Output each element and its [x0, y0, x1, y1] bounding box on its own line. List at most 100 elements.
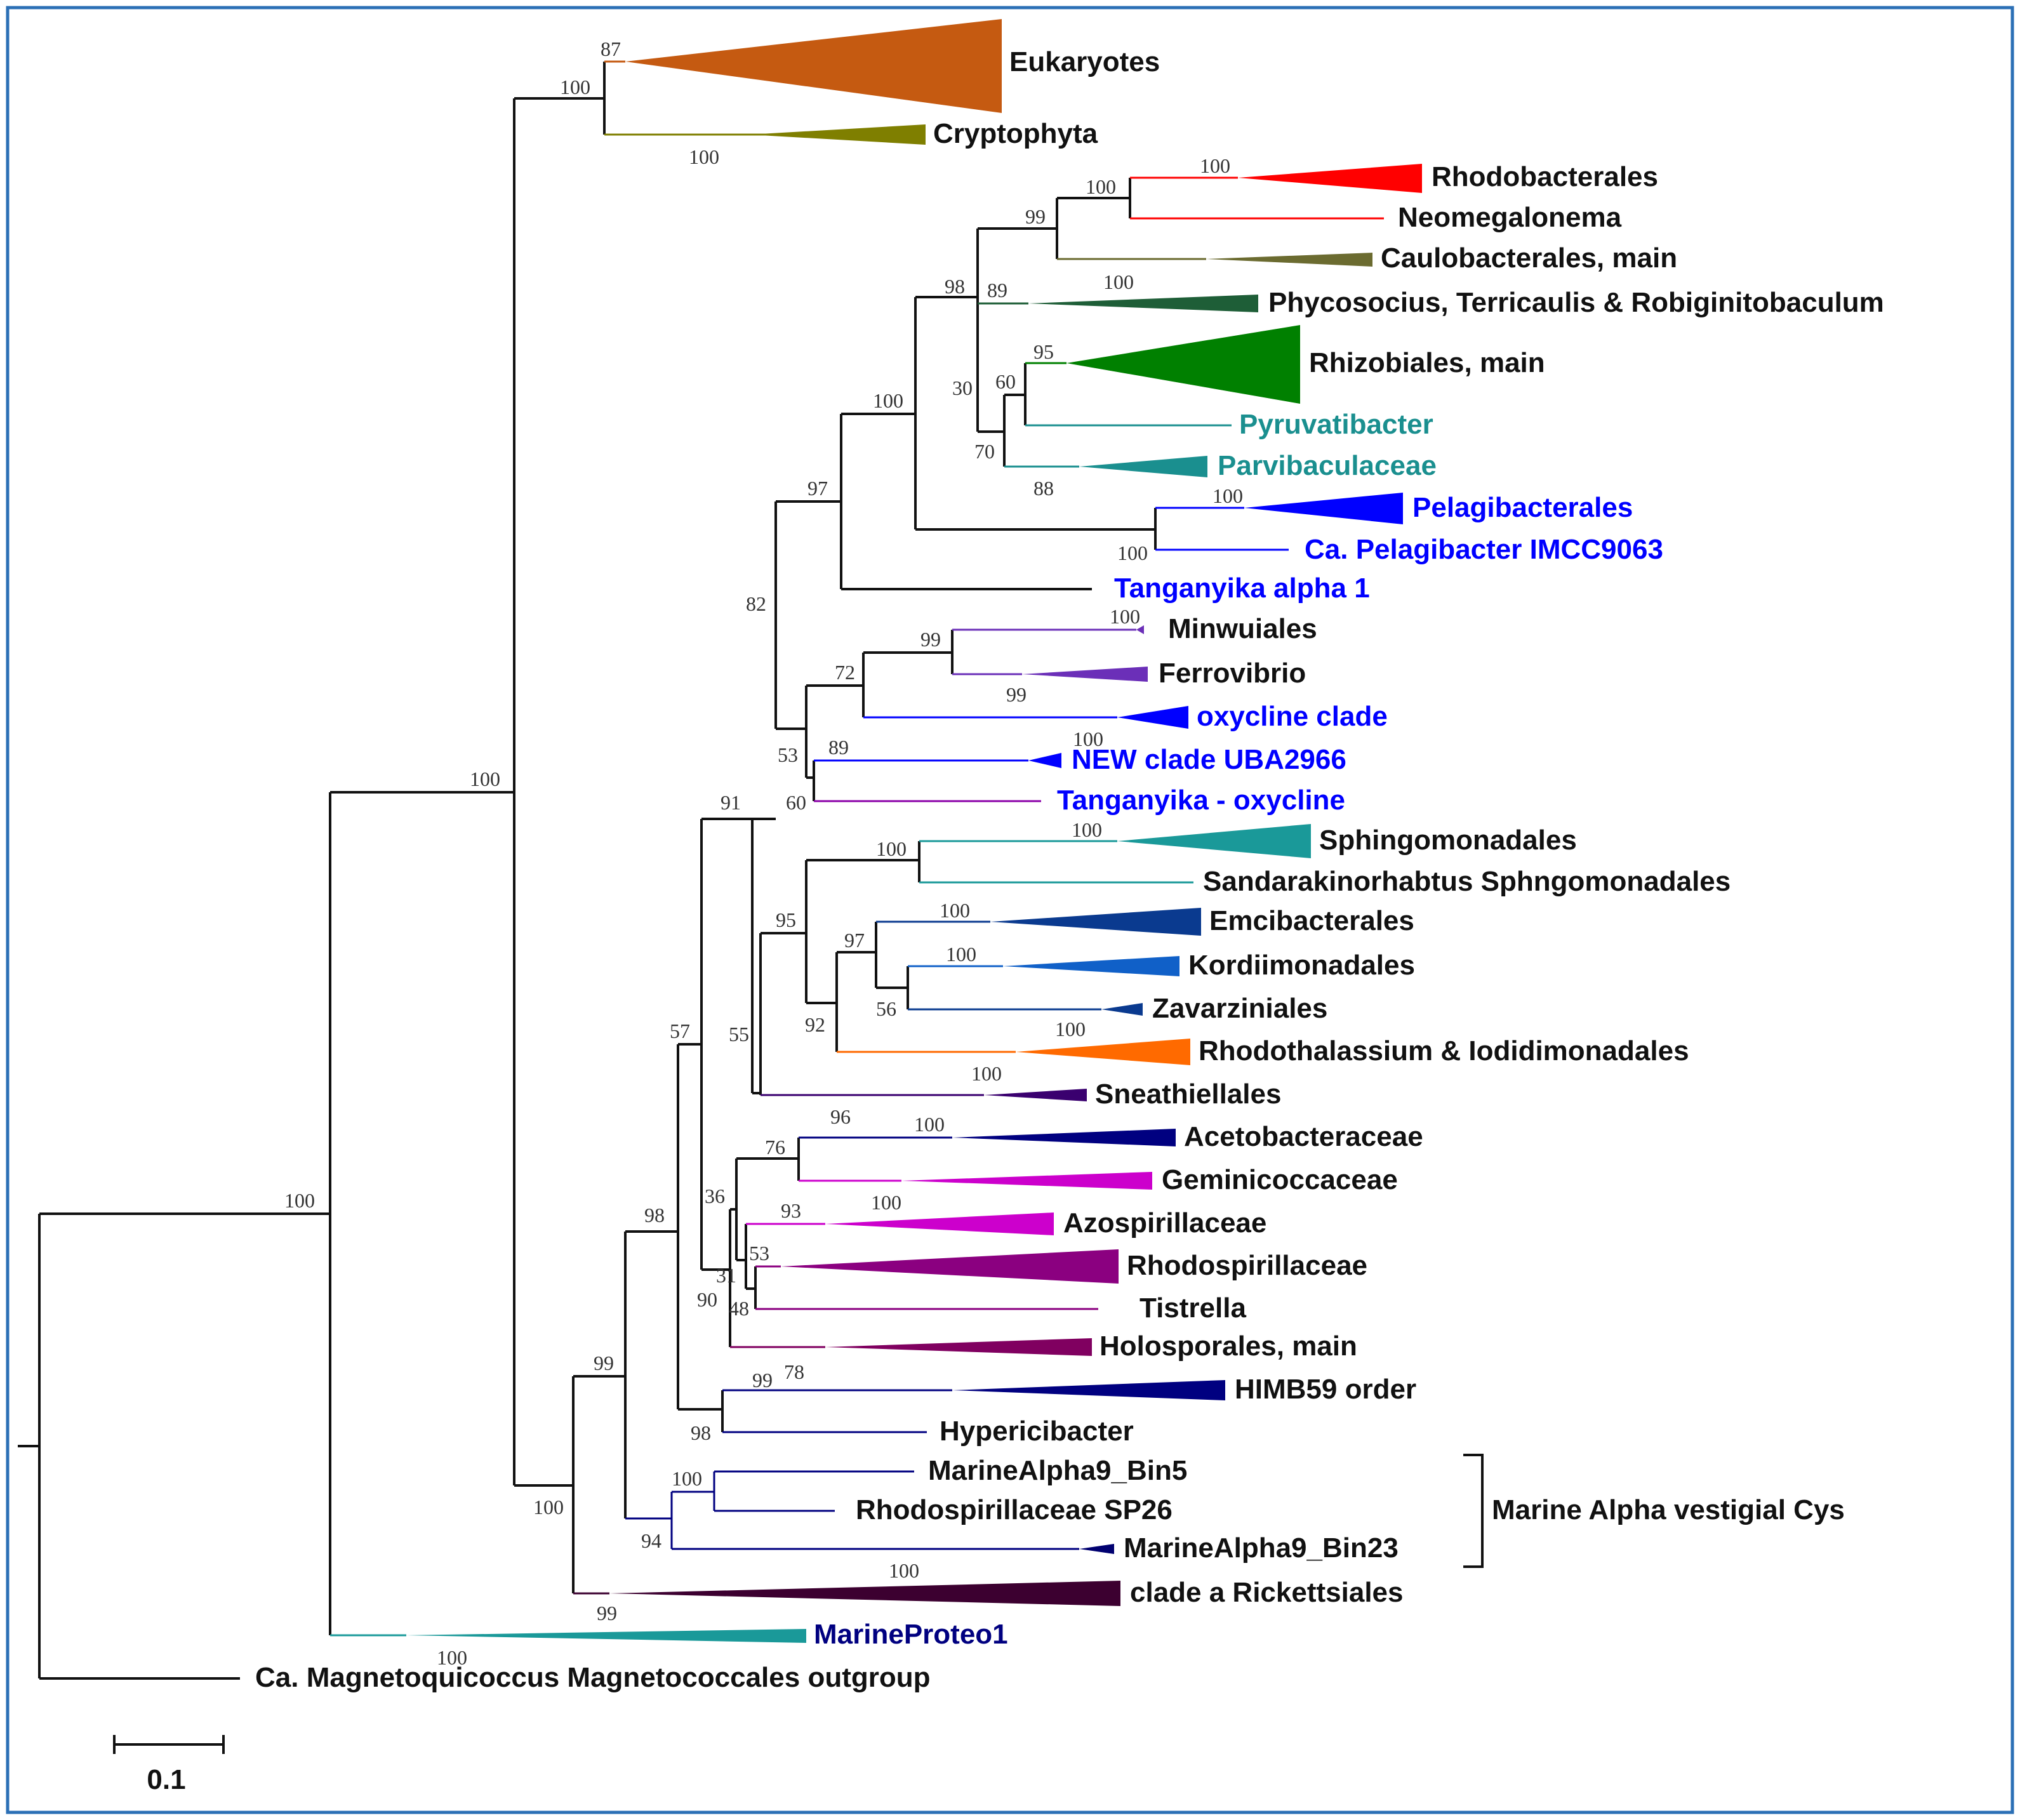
label-hypericibacter: Hypericibacter: [940, 1416, 1134, 1447]
triangle-azospirillaceae: [825, 1212, 1054, 1235]
label-outgroup: Ca. Magnetoquicoccus Magnetococcales out…: [255, 1662, 930, 1693]
bootstrap: 100: [437, 1646, 467, 1669]
bootstrap: 100: [889, 1559, 919, 1582]
triangle-pelagibacterales: [1244, 493, 1403, 524]
bootstrap: 98: [691, 1421, 711, 1444]
bootstrap: 89: [987, 279, 1007, 302]
label-pelagibacterales: Pelagibacterales: [1412, 492, 1633, 523]
triangle-holosporales: [825, 1338, 1092, 1356]
bootstrap: 100: [560, 76, 590, 98]
label-rhodothalassium: Rhodothalassium & Iodidimonadales: [1199, 1035, 1689, 1066]
bootstrap: 93: [781, 1199, 801, 1222]
triangle-emcibacterales: [990, 908, 1201, 936]
label-tistrella: Tistrella: [1140, 1292, 1246, 1324]
bootstrap: 100: [871, 1191, 901, 1214]
bootstrap: 97: [844, 929, 865, 952]
triangle-kordiimonadales: [1003, 956, 1179, 976]
bootstrap: 100: [470, 767, 500, 790]
bootstrap: 100: [946, 943, 976, 966]
bootstrap: 60: [995, 370, 1016, 393]
bootstrap: 100: [533, 1496, 564, 1518]
bootstrap: 100: [1072, 818, 1102, 841]
label-rhodospirillaceae: Rhodospirillaceae: [1127, 1250, 1367, 1281]
triangle-rhizobiales: [1066, 325, 1300, 404]
triangle-new-clade: [1028, 753, 1061, 768]
label-pyruvatibacter: Pyruvatibacter: [1239, 409, 1433, 440]
bootstrap: 55: [729, 1023, 749, 1046]
bootstrap: 76: [765, 1136, 785, 1159]
taxon-labels: Eukaryotes Cryptophyta Rhodobacterales N…: [255, 46, 1884, 1693]
label-caulobacterales: Caulobacterales, main: [1381, 242, 1677, 274]
label-geminicoccaceae: Geminicoccaceae: [1162, 1164, 1398, 1195]
bootstrap: 100: [876, 837, 907, 860]
figure-frame: [6, 6, 2014, 1814]
triangle-himb59: [952, 1380, 1225, 1400]
bootstrap: 100: [689, 145, 719, 168]
triangle-zavarziniales: [1101, 1003, 1143, 1016]
bootstrap-values: 87 100 100 100 100 99 98 89 100 95 60 30…: [284, 37, 1243, 1669]
bootstrap: 100: [1110, 605, 1140, 628]
bootstrap: 92: [805, 1013, 825, 1036]
scale-bar-label: 0.1: [147, 1764, 185, 1795]
tree-branches: [18, 62, 1157, 1680]
label-rhodospirillaceae-sp26: Rhodospirillaceae SP26: [856, 1494, 1173, 1525]
triangle-sneathiellales: [984, 1089, 1087, 1101]
bootstrap: 60: [786, 791, 806, 814]
label-sandarakinorhabtus: Sandarakinorhabtus Sphngomonadales: [1203, 866, 1731, 897]
bootstrap: 97: [807, 477, 828, 500]
label-new-clade: NEW clade UBA2966: [1072, 744, 1346, 775]
bootstrap: 99: [594, 1352, 614, 1374]
bootstrap: 100: [1086, 175, 1116, 198]
label-cryptophyta: Cryptophyta: [933, 118, 1098, 149]
bootstrap: 99: [920, 628, 941, 651]
bootstrap: 31: [716, 1264, 736, 1287]
triangle-marinealpha9-bin23: [1079, 1544, 1114, 1554]
triangle-eukaryotes: [625, 19, 1002, 113]
label-marinealpha9-bin23: MarineAlpha9_Bin23: [1124, 1532, 1399, 1564]
label-emcibacterales: Emcibacterales: [1209, 905, 1414, 936]
triangle-acetobacteraceae: [952, 1129, 1176, 1146]
label-tanganyika-oxycline: Tanganyika - oxycline: [1057, 785, 1345, 816]
colored-branches: [330, 60, 1384, 1637]
label-ca-pelagibacter: Ca. Pelagibacter IMCC9063: [1305, 534, 1663, 565]
bootstrap: 100: [940, 899, 970, 922]
bootstrap: 53: [749, 1242, 769, 1265]
bootstrap: 100: [1117, 541, 1148, 564]
bootstrap: 87: [601, 37, 621, 60]
bootstrap: 95: [1033, 340, 1054, 363]
bootstrap: 99: [597, 1602, 617, 1624]
triangle-rhodobacterales: [1238, 164, 1422, 193]
label-rickettsiales: clade a Rickettsiales: [1130, 1577, 1403, 1608]
triangle-phycosocius: [1028, 295, 1258, 312]
bootstrap: 70: [974, 440, 995, 463]
label-acetobacteraceae: Acetobacteraceae: [1184, 1121, 1423, 1152]
triangle-sphingomonadales: [1117, 824, 1311, 858]
bootstrap: 89: [828, 736, 849, 759]
label-holosporales: Holosporales, main: [1100, 1331, 1357, 1362]
label-tanganyika-alpha1: Tanganyika alpha 1: [1114, 573, 1370, 604]
triangle-caulobacterales: [1206, 253, 1372, 267]
bootstrap: 100: [1055, 1018, 1086, 1040]
clade-triangles: [406, 19, 1422, 1643]
bootstrap: 48: [729, 1297, 749, 1320]
bootstrap: 100: [873, 389, 903, 412]
label-rhizobiales: Rhizobiales, main: [1309, 347, 1545, 378]
triangle-minwuiales: [1136, 625, 1144, 634]
bootstrap: 100: [284, 1189, 315, 1212]
label-minwuiales: Minwuiales: [1168, 613, 1317, 644]
bootstrap: 36: [705, 1185, 725, 1207]
bootstrap: 94: [641, 1529, 661, 1552]
bootstrap: 100: [1213, 484, 1243, 507]
bootstrap: 99: [1025, 205, 1046, 228]
bootstrap: 88: [1033, 477, 1054, 500]
bootstrap: 91: [721, 791, 741, 814]
bootstrap: 90: [697, 1288, 717, 1311]
bootstrap: 57: [670, 1020, 690, 1042]
triangle-rhodothalassium: [1016, 1039, 1190, 1065]
bootstrap: 100: [971, 1062, 1002, 1085]
label-neomegalonema: Neomegalonema: [1398, 202, 1622, 233]
bootstrap: 98: [644, 1204, 665, 1226]
label-zavarziniales: Zavarziniales: [1152, 993, 1327, 1024]
bootstrap: 100: [914, 1113, 945, 1136]
bootstrap: 100: [1103, 270, 1134, 293]
